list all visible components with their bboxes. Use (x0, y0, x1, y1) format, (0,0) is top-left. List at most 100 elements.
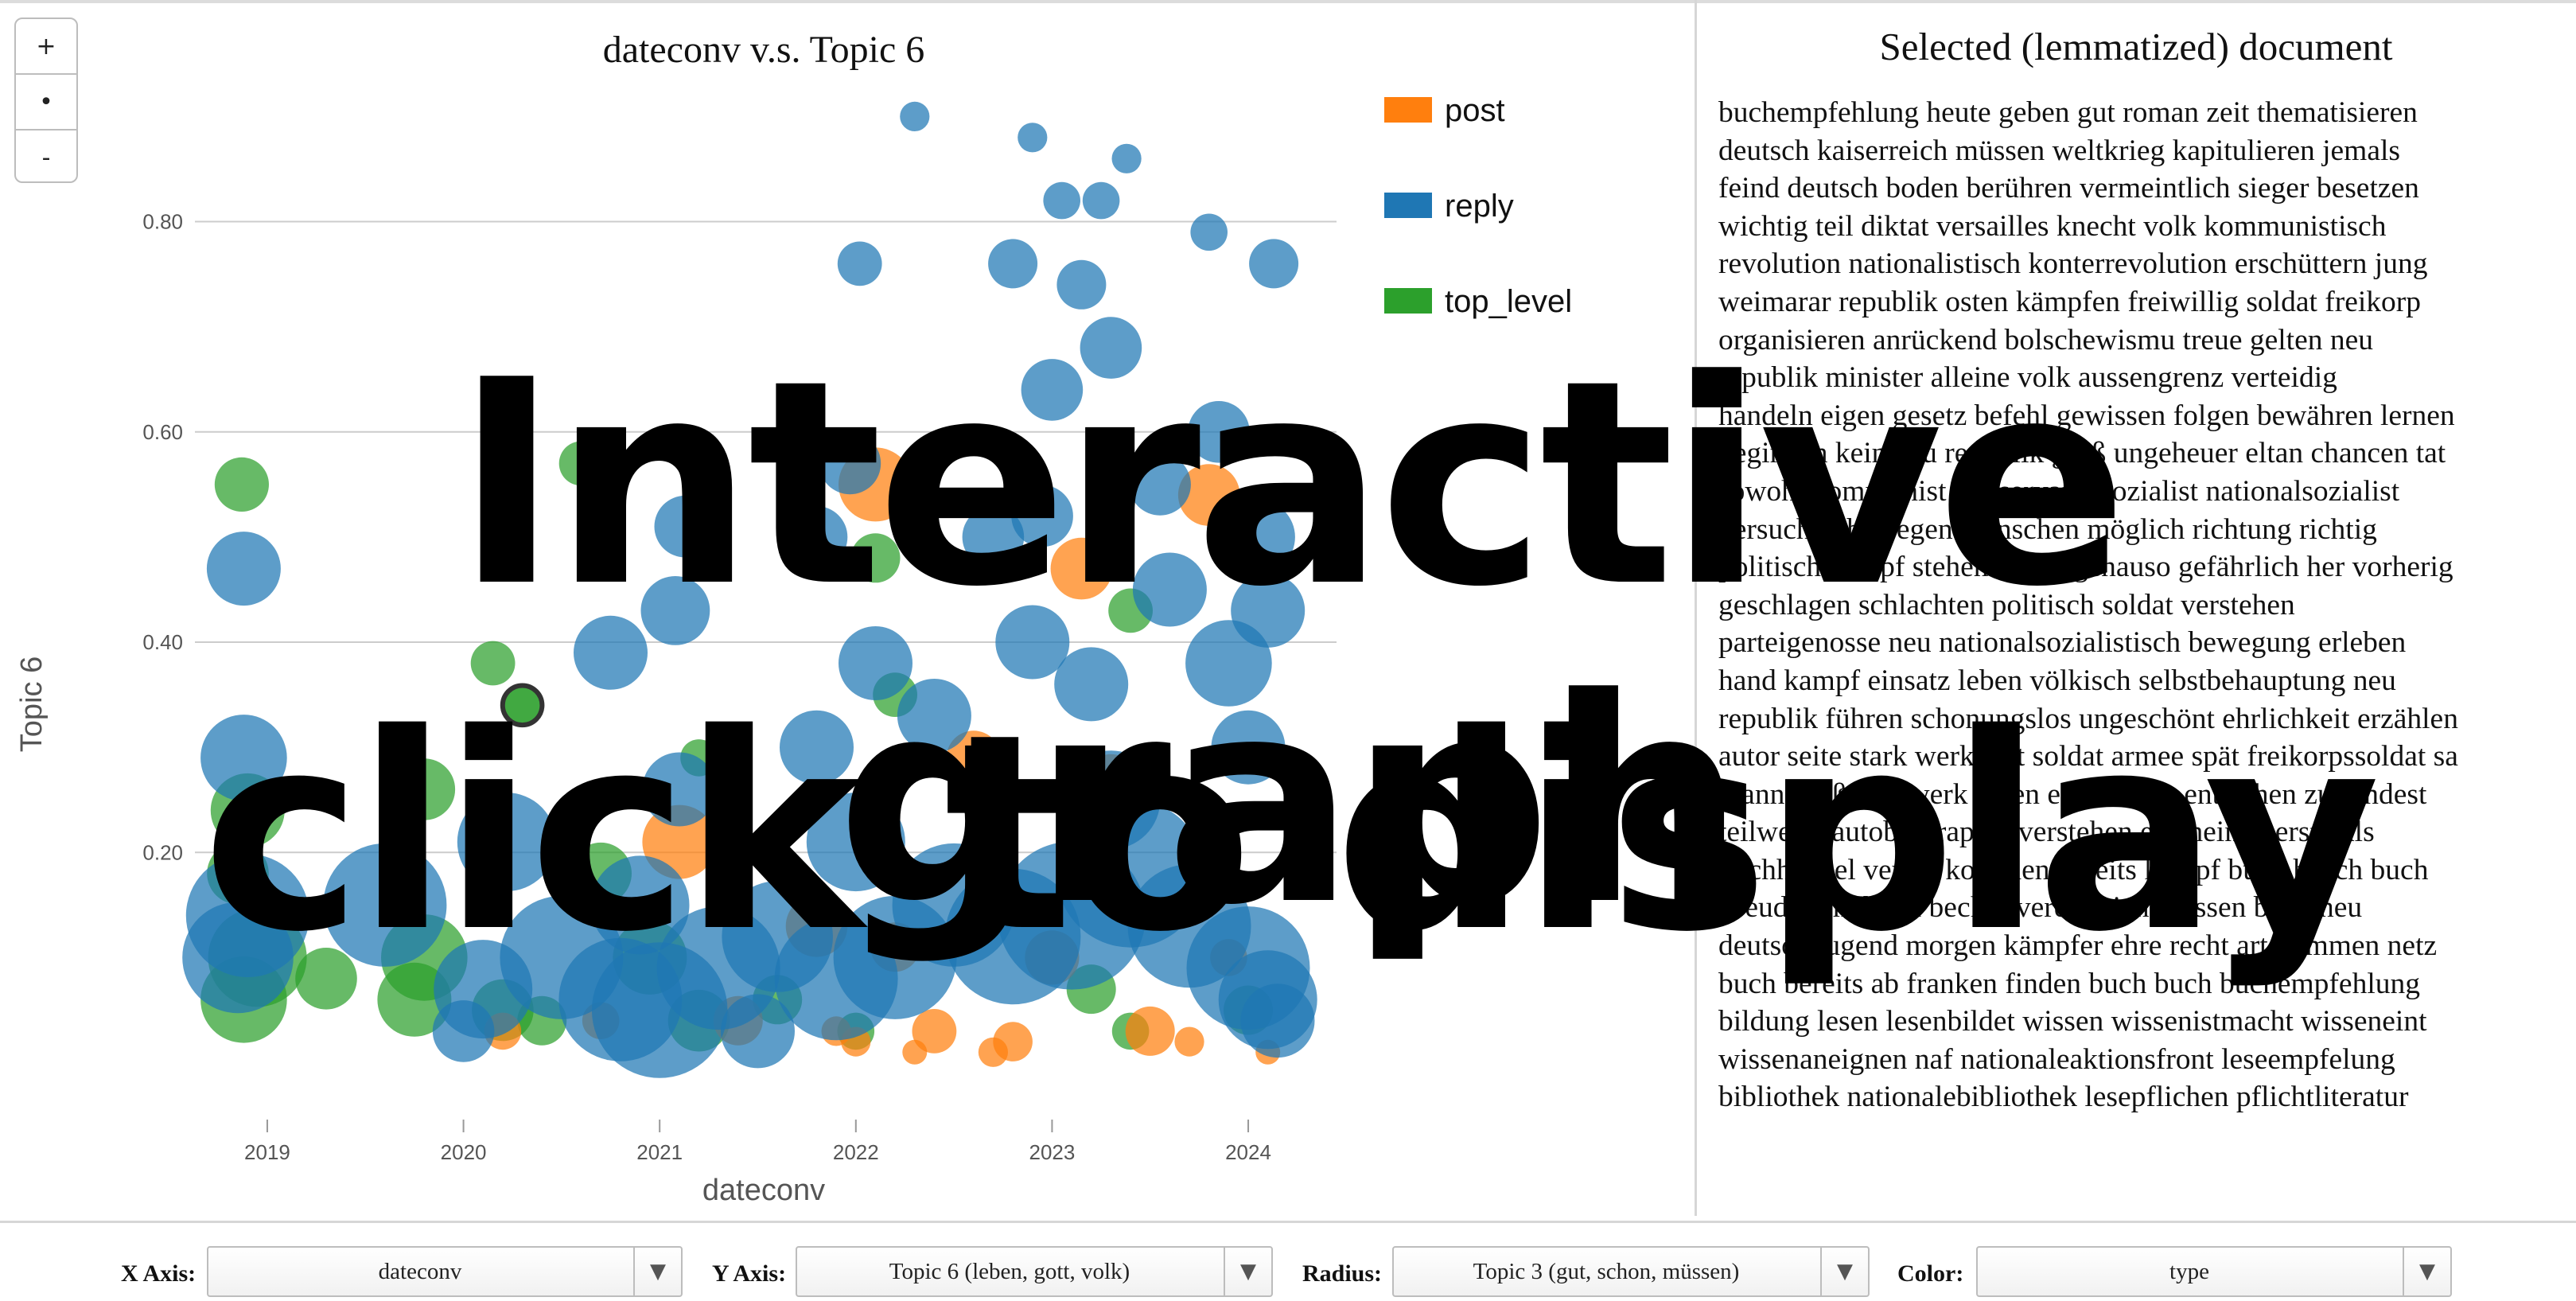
top-rule (0, 0, 2576, 3)
data-point-reply[interactable] (642, 752, 717, 827)
data-point-reply[interactable] (1018, 123, 1048, 153)
data-point-reply[interactable] (206, 532, 281, 606)
document-title: Selected (lemmatized) document (1879, 25, 2393, 68)
data-point-reply[interactable] (1240, 984, 1315, 1058)
x-tick-label: 2019 (244, 1140, 290, 1164)
x-axis-select-value: dateconv (378, 1258, 462, 1284)
data-point-top-level[interactable] (558, 441, 604, 486)
data-point-reply[interactable] (839, 626, 912, 700)
data-point-top-level[interactable] (295, 948, 357, 1010)
data-point-reply[interactable] (200, 715, 287, 801)
document-line: handeln eigen gesetz befehl gewissen fol… (1718, 399, 2455, 432)
data-point-reply[interactable] (897, 679, 971, 753)
data-point-reply[interactable] (995, 605, 1070, 680)
panel-divider (1695, 0, 1697, 1216)
data-point-reply[interactable] (721, 994, 795, 1069)
data-point-reply[interactable] (640, 576, 710, 645)
data-point-reply[interactable] (785, 506, 848, 568)
legend-swatch-top-level (1384, 288, 1432, 314)
data-point-reply[interactable] (1185, 620, 1272, 707)
data-point-top-level[interactable] (850, 533, 901, 583)
data-point-top-level[interactable] (393, 758, 456, 820)
x-tick-label: 2022 (833, 1140, 879, 1164)
chart-title: dateconv v.s. Topic 6 (603, 29, 925, 71)
data-point-post[interactable] (1050, 537, 1113, 600)
legend-label: post (1445, 93, 1505, 128)
document-line: beginnen kein neu republik groß ungeheue… (1718, 437, 2446, 470)
data-point-top-level[interactable] (377, 962, 452, 1037)
data-point-reply[interactable] (182, 902, 294, 1014)
data-point-post[interactable] (1174, 1026, 1204, 1057)
points-layer (182, 101, 1317, 1078)
document-line: parteigenosse neu nationalsozialistisch … (1718, 626, 2407, 660)
data-point-reply[interactable] (1043, 181, 1080, 220)
zoom-control: + • - (14, 18, 78, 183)
data-point-reply[interactable] (1132, 552, 1207, 627)
zoom-in-button[interactable]: + (16, 19, 76, 75)
document-line: hand kampf einsatz leben völkisch selbst… (1718, 664, 2396, 697)
data-point-reply[interactable] (654, 495, 717, 558)
bottom-rule (0, 1221, 2576, 1223)
data-point-reply[interactable] (1082, 181, 1120, 220)
data-point-reply[interactable] (819, 432, 881, 495)
data-point-reply[interactable] (988, 239, 1038, 289)
color-select[interactable]: type ▼ (1976, 1246, 2452, 1297)
data-point-reply[interactable] (1188, 401, 1250, 463)
data-point-reply[interactable] (1129, 454, 1191, 516)
data-point-reply[interactable] (323, 843, 447, 967)
data-point-reply[interactable] (457, 793, 556, 892)
zoom-out-button[interactable]: - (41, 143, 51, 172)
data-point-reply[interactable] (1111, 143, 1142, 173)
data-point-top-level[interactable] (500, 683, 545, 728)
document-line: deutsch jugend morgen kämpfer ehre recht… (1718, 929, 2438, 963)
y-axis-select-value: Topic 6 (leben, gott, volk) (889, 1258, 1130, 1284)
data-point-reply[interactable] (1056, 259, 1107, 310)
x-axis-select[interactable]: dateconv ▼ (207, 1246, 683, 1297)
document-text: buchempfehlung heute geben gut roman zei… (1718, 94, 2562, 1116)
chevron-down-icon[interactable]: ▼ (633, 1248, 681, 1295)
document-line: politisch kampf stehen selten genauso ge… (1718, 551, 2453, 584)
data-point-reply[interactable] (1021, 359, 1084, 421)
x-tick-label: 2021 (636, 1140, 683, 1164)
data-point-reply[interactable] (1080, 317, 1142, 379)
data-point-post[interactable] (978, 1037, 1008, 1067)
data-point-reply[interactable] (806, 793, 905, 892)
document-line: buch bereits ab franken finden buch buch… (1718, 967, 2420, 1000)
data-point-reply[interactable] (900, 101, 930, 131)
y-tick-label: 0.80 (142, 210, 183, 234)
data-point-post[interactable] (946, 730, 1001, 785)
y-axis-select[interactable]: Topic 6 (leben, gott, volk) ▼ (796, 1246, 1273, 1297)
data-point-top-level[interactable] (470, 641, 516, 686)
data-point-post[interactable] (912, 1009, 957, 1054)
document-line: bibliothek nationalebibliothek lesepflic… (1718, 1081, 2409, 1114)
scatter-plot[interactable]: 0.20 0.40 0.60 0.80 2019 2020 2021 2022 2023 2024… (0, 0, 1695, 1216)
data-point-reply[interactable] (1190, 213, 1228, 251)
data-point-reply[interactable] (1061, 750, 1161, 850)
data-point-reply[interactable] (574, 615, 648, 690)
data-point-post[interactable] (1177, 464, 1240, 526)
chevron-down-icon[interactable]: ▼ (1224, 1248, 1271, 1295)
document-line: organisieren anrückend bolschewismu treu… (1718, 323, 2373, 356)
data-point-reply[interactable] (1054, 647, 1129, 722)
data-point-reply[interactable] (432, 1000, 495, 1062)
data-point-reply[interactable] (1011, 485, 1073, 547)
chevron-down-icon[interactable]: ▼ (1820, 1248, 1868, 1295)
zoom-reset-button[interactable]: • (16, 75, 76, 130)
data-point-top-level[interactable] (214, 457, 269, 512)
x-axis-label: dateconv (702, 1174, 825, 1207)
radius-select[interactable]: Topic 3 (gut, schon, müssen) ▼ (1392, 1246, 1870, 1297)
chevron-down-icon[interactable]: ▼ (2403, 1248, 2450, 1295)
data-point-reply[interactable] (1249, 239, 1299, 289)
data-point-reply[interactable] (780, 710, 854, 785)
data-point-post[interactable] (902, 1039, 928, 1065)
data-point-reply[interactable] (837, 241, 882, 286)
legend-label: reply (1445, 189, 1514, 224)
data-point-reply[interactable] (1220, 500, 1295, 575)
data-point-post[interactable] (1125, 1006, 1175, 1056)
document-line: deutsch kaiserreich müssen weltkrieg kap… (1718, 134, 2401, 167)
data-point-reply[interactable] (962, 506, 1025, 568)
legend: post reply top_level (1384, 93, 1572, 319)
data-point-reply[interactable] (590, 855, 690, 955)
data-point-reply[interactable] (1211, 710, 1286, 785)
y-tick-label: 0.20 (142, 840, 183, 864)
